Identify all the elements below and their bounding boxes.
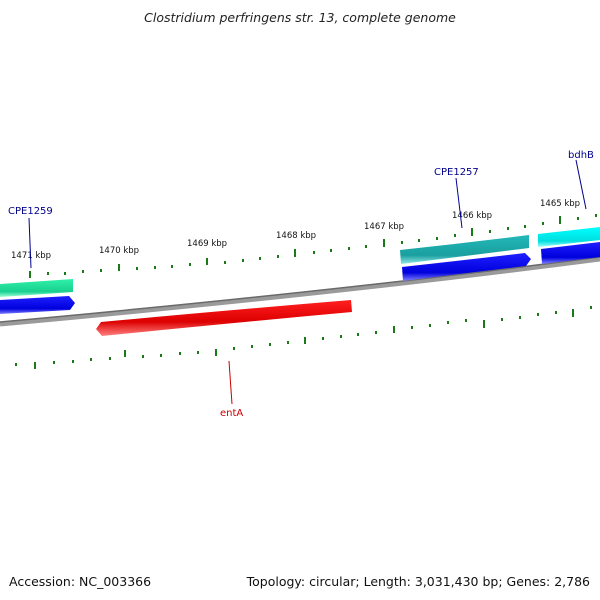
gene-label-bdhB: bdhB — [568, 150, 594, 161]
gene-label-CPE1257: CPE1257 — [434, 167, 479, 178]
gene-feature-CPE1257[interactable] — [400, 235, 529, 264]
scale-label-1468: 1468 kbp — [276, 231, 316, 241]
gene-labels: bdhB CPE1257 CPE1259 entA — [8, 150, 594, 419]
gene-feature-entA[interactable] — [96, 300, 352, 336]
genome-summary-text: Topology: circular; Length: 3,031,430 bp… — [246, 574, 590, 589]
scale-label-1470: 1470 kbp — [99, 246, 139, 256]
scale-label-1465: 1465 kbp — [540, 199, 580, 209]
scale-label-1471: 1471 kbp — [11, 251, 51, 261]
inner-ruler-ticks — [15, 306, 592, 369]
gene-label-CPE1259: CPE1259 — [8, 206, 53, 217]
label-leaders — [28, 159, 587, 405]
cds-feature-bdhB[interactable] — [541, 242, 600, 264]
scale-label-1467: 1467 kbp — [364, 222, 404, 232]
outer-ruler-ticks — [29, 214, 597, 278]
cds-feature-CPE1259[interactable] — [0, 296, 75, 314]
gene-label-entA: entA — [220, 408, 243, 419]
cds-feature-CPE1257[interactable] — [402, 253, 531, 281]
gene-feature-CPE1259[interactable] — [0, 279, 73, 297]
scale-labels: 1465 kbp 1466 kbp 1467 kbp 1468 kbp 1469… — [11, 199, 580, 261]
scale-label-1469: 1469 kbp — [187, 239, 227, 249]
map-title: Clostridium perfringens str. 13, complet… — [144, 10, 456, 25]
gene-feature-bdhB[interactable] — [538, 227, 600, 247]
genome-backbone — [0, 256, 600, 327]
scale-label-1466: 1466 kbp — [452, 211, 492, 221]
accession-text: Accession: NC_003366 — [9, 574, 152, 589]
